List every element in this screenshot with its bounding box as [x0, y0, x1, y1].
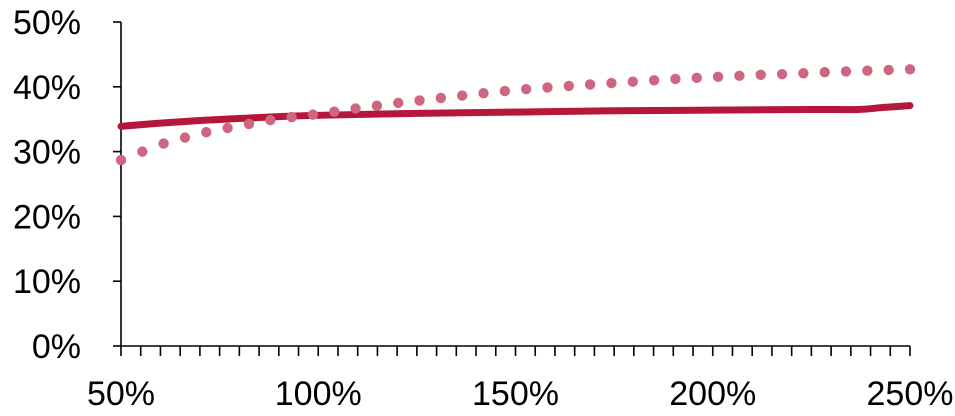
series-dot	[563, 80, 575, 92]
series-dot	[286, 111, 297, 123]
series-dot	[755, 69, 766, 81]
series-dot	[584, 79, 596, 90]
series-dot	[691, 72, 702, 84]
y-tick-label: 20%	[13, 198, 81, 236]
y-axis: 0% 10% 20% 30% 40% 50%	[13, 4, 122, 366]
series-dot	[499, 85, 511, 97]
series-dot	[179, 132, 191, 143]
series-dot	[627, 76, 638, 87]
series-dot	[883, 64, 894, 76]
series-dot	[329, 106, 340, 117]
series-dot	[393, 97, 404, 109]
series-dot	[520, 83, 532, 95]
x-tick-label: 250%	[867, 375, 954, 413]
series-dot	[734, 70, 745, 81]
series-dot	[201, 126, 212, 138]
series-dot	[307, 109, 319, 120]
series-dot	[776, 68, 788, 80]
series-dot	[840, 66, 852, 77]
series-dot	[115, 154, 127, 166]
y-tick-label: 10%	[13, 263, 81, 301]
series-dot	[798, 68, 809, 79]
series-dot	[456, 90, 468, 101]
y-tick-label: 0%	[32, 328, 81, 366]
series-dot	[265, 114, 276, 126]
x-tick-label: 50%	[87, 375, 155, 413]
series-dot	[414, 95, 425, 106]
series-dot	[350, 103, 361, 114]
series-dot	[137, 146, 148, 157]
x-tick-label: 200%	[669, 375, 756, 413]
series-dot	[904, 64, 916, 75]
series-dot	[819, 67, 830, 78]
series-dot	[542, 82, 553, 93]
series-dot	[670, 73, 681, 85]
series-dot	[648, 75, 660, 86]
series-line-solid	[117, 102, 914, 130]
series-dot	[862, 65, 873, 76]
x-tick-label: 100%	[275, 375, 362, 413]
series-dot	[435, 92, 447, 104]
y-tick-label: 30%	[13, 134, 81, 172]
series-dot	[478, 87, 489, 99]
x-axis: 50% 100% 150% 200% 250%	[87, 345, 954, 413]
series-dot	[712, 71, 724, 83]
series-layer	[115, 64, 916, 166]
series-dot	[243, 118, 255, 130]
y-tick-label: 50%	[13, 4, 81, 42]
x-tick-label: 150%	[472, 375, 559, 413]
series-dot	[371, 100, 383, 111]
series-dot	[158, 138, 169, 149]
series-dot	[606, 77, 617, 89]
series-dot	[222, 122, 233, 134]
y-tick-label: 40%	[13, 69, 81, 107]
